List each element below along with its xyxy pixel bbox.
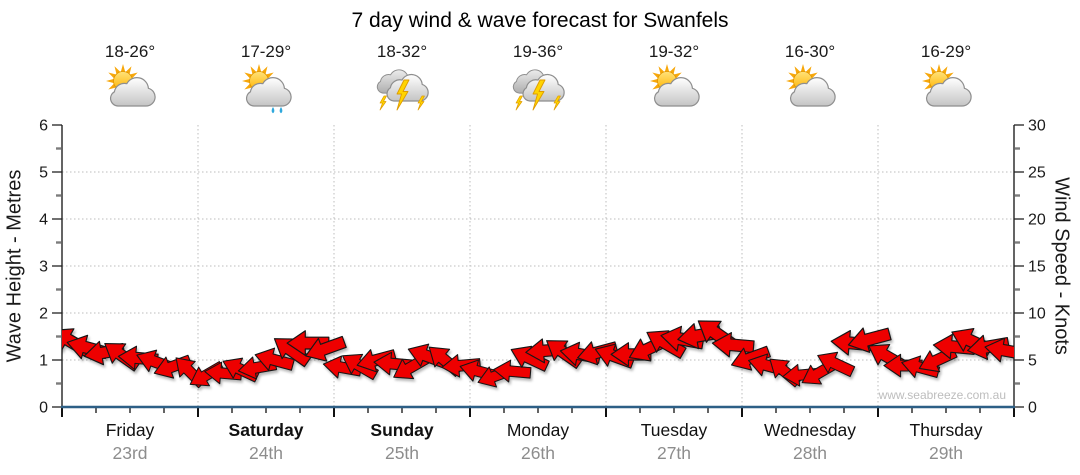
- date-label: 25th: [384, 443, 420, 463]
- svg-text:5: 5: [1028, 353, 1037, 370]
- day-column: 18-32° Sunday 25th: [334, 0, 470, 475]
- day-column: 19-36° Monday 26th: [470, 0, 606, 475]
- day-column: 16-30° Wednesday 28th: [742, 0, 878, 475]
- temp-range-label: 19-32°: [648, 42, 700, 61]
- sun-cloud-icon: [98, 62, 162, 116]
- day-label: Saturday: [228, 420, 304, 440]
- date-label: 26th: [520, 443, 556, 463]
- date-label: 23rd: [112, 443, 148, 463]
- watermark: www.seabreeze.com.au: [878, 388, 1006, 402]
- svg-text:5: 5: [39, 165, 48, 182]
- day-column: 16-29° Thursday 29th: [878, 0, 1014, 475]
- day-label: Wednesday: [763, 420, 857, 440]
- day-label: Thursday: [909, 420, 983, 440]
- thunderstorm-icon: [370, 62, 434, 116]
- wave-height-axis-label: Wave Height - Metres: [3, 169, 26, 363]
- sun-cloud-rain-icon: [234, 62, 298, 116]
- temp-range-label: 16-30°: [784, 42, 836, 61]
- date-label: 28th: [792, 443, 828, 463]
- temp-range-label: 19-36°: [512, 42, 564, 61]
- day-label: Tuesday: [640, 420, 708, 440]
- day-column: 19-32° Tuesday 27th: [606, 0, 742, 475]
- day-label: Sunday: [370, 420, 434, 440]
- temp-range-label: 17-29°: [240, 42, 292, 61]
- page-title: 7 day wind & wave forecast for Swanfels: [351, 9, 729, 32]
- temp-range-label: 18-32°: [376, 42, 428, 61]
- sun-cloud-icon: [778, 62, 842, 116]
- day-column: 17-29° Saturday 24th: [198, 0, 334, 475]
- sun-cloud-icon: [914, 62, 978, 116]
- day-column: 18-26° Friday 23rd: [62, 0, 198, 475]
- temp-range-label: 16-29°: [920, 42, 972, 61]
- svg-text:2: 2: [39, 306, 48, 323]
- date-label: 24th: [248, 443, 284, 463]
- svg-text:0: 0: [39, 400, 48, 417]
- svg-text:30: 30: [1028, 118, 1046, 135]
- date-label: 29th: [928, 443, 964, 463]
- svg-text:10: 10: [1028, 306, 1046, 323]
- svg-text:15: 15: [1028, 259, 1046, 276]
- day-label: Friday: [105, 420, 155, 440]
- temp-range-label: 18-26°: [104, 42, 156, 61]
- svg-text:1: 1: [39, 353, 48, 370]
- day-label: Monday: [506, 420, 570, 440]
- svg-text:0: 0: [1028, 400, 1037, 417]
- sun-cloud-icon: [642, 62, 706, 116]
- svg-text:25: 25: [1028, 165, 1046, 182]
- thunderstorm-icon: [506, 62, 570, 116]
- svg-text:3: 3: [39, 259, 48, 276]
- svg-text:6: 6: [39, 118, 48, 135]
- wind-speed-axis-label: Wind Speed - Knots: [1050, 177, 1073, 355]
- date-label: 27th: [656, 443, 692, 463]
- svg-text:20: 20: [1028, 212, 1046, 229]
- svg-text:4: 4: [39, 212, 48, 229]
